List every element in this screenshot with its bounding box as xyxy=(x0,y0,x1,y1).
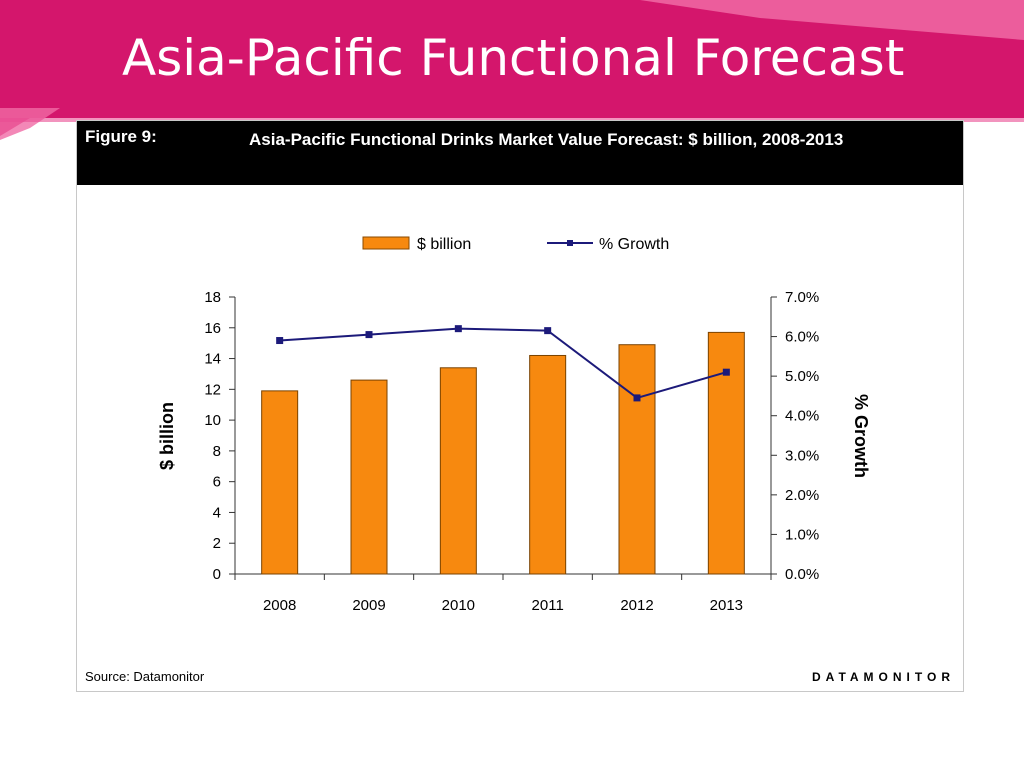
x-tick-label: 2008 xyxy=(263,597,296,614)
y2-axis-title: % Growth xyxy=(851,394,871,478)
x-tick-label: 2011 xyxy=(532,597,564,614)
growth-point-2009 xyxy=(365,331,373,339)
figure-header: Figure 9: Asia-Pacific Functional Drinks… xyxy=(77,121,963,185)
bar-2010 xyxy=(439,367,477,575)
left-tick-label: 2 xyxy=(213,535,221,552)
left-tick-label: 18 xyxy=(204,289,221,306)
source-note: Source: Datamonitor xyxy=(85,669,205,684)
growth-point-2010 xyxy=(454,325,462,333)
chart-legend: $ billion % Growth xyxy=(362,236,669,253)
right-tick-label: 7.0% xyxy=(785,289,819,306)
legend-line-label: % Growth xyxy=(599,236,669,253)
x-axis-ticks: 2008 2009 2010 2011 2012 2013 xyxy=(234,574,772,614)
right-tick-label: 5.0% xyxy=(785,368,819,385)
left-tick-label: 16 xyxy=(204,320,221,337)
figure-title: Asia-Pacific Functional Drinks Market Va… xyxy=(249,130,844,149)
x-tick-label: 2009 xyxy=(352,597,385,614)
slide-title: Asia-Pacific Functional Forecast xyxy=(122,29,905,87)
left-tick-label: 4 xyxy=(213,504,221,521)
right-tick-label: 0.0% xyxy=(785,566,819,583)
bar-series xyxy=(261,331,745,575)
growth-line xyxy=(279,327,727,400)
left-tick-label: 14 xyxy=(204,351,221,368)
brand-logo-text: DATAMONITOR xyxy=(812,670,955,684)
x-tick-label: 2010 xyxy=(442,597,475,614)
bar-2011 xyxy=(529,354,567,575)
left-tick-label: 0 xyxy=(213,566,221,583)
bar-2008 xyxy=(261,390,299,575)
bar-2012 xyxy=(618,344,656,575)
plot-area: 0 2 4 6 8 10 12 14 16 18 0.0% 1.0% 2.0% 3.0% 4.0% 5.0%… xyxy=(204,289,819,614)
left-tick-label: 10 xyxy=(204,412,221,429)
right-tick-label: 2.0% xyxy=(785,487,819,504)
right-tick-label: 6.0% xyxy=(785,329,819,346)
growth-point-2013 xyxy=(722,368,730,376)
left-tick-label: 6 xyxy=(213,474,221,491)
left-axis-ticks: 0 2 4 6 8 10 12 14 16 18 xyxy=(204,289,235,583)
growth-point-2011 xyxy=(544,327,552,335)
figure-label: Figure 9: xyxy=(85,127,157,146)
y-axis-title: $ billion xyxy=(157,402,177,470)
growth-point-2012 xyxy=(633,394,641,402)
x-tick-label: 2012 xyxy=(620,597,653,614)
title-banner xyxy=(0,0,1024,150)
left-tick-label: 8 xyxy=(213,443,221,460)
x-tick-label: 2013 xyxy=(710,597,743,614)
chart: $ billion % Growth 0 2 4 6 8 10 12 14 16 18 0.0% 1… xyxy=(157,236,871,614)
right-tick-label: 3.0% xyxy=(785,447,819,464)
legend-bar-swatch xyxy=(362,236,410,250)
right-tick-label: 4.0% xyxy=(785,408,819,425)
right-axis-ticks: 0.0% 1.0% 2.0% 3.0% 4.0% 5.0% 6.0% 7.0% xyxy=(771,289,819,583)
left-tick-label: 12 xyxy=(204,381,221,398)
growth-points xyxy=(276,325,730,402)
legend-line-marker xyxy=(567,240,573,246)
right-tick-label: 1.0% xyxy=(785,526,819,543)
bar-2013 xyxy=(707,331,745,575)
growth-point-2008 xyxy=(276,337,284,345)
figure-panel: Figure 9: Asia-Pacific Functional Drinks… xyxy=(76,120,964,692)
bar-2009 xyxy=(350,379,388,575)
legend-bar-label: $ billion xyxy=(417,236,471,253)
